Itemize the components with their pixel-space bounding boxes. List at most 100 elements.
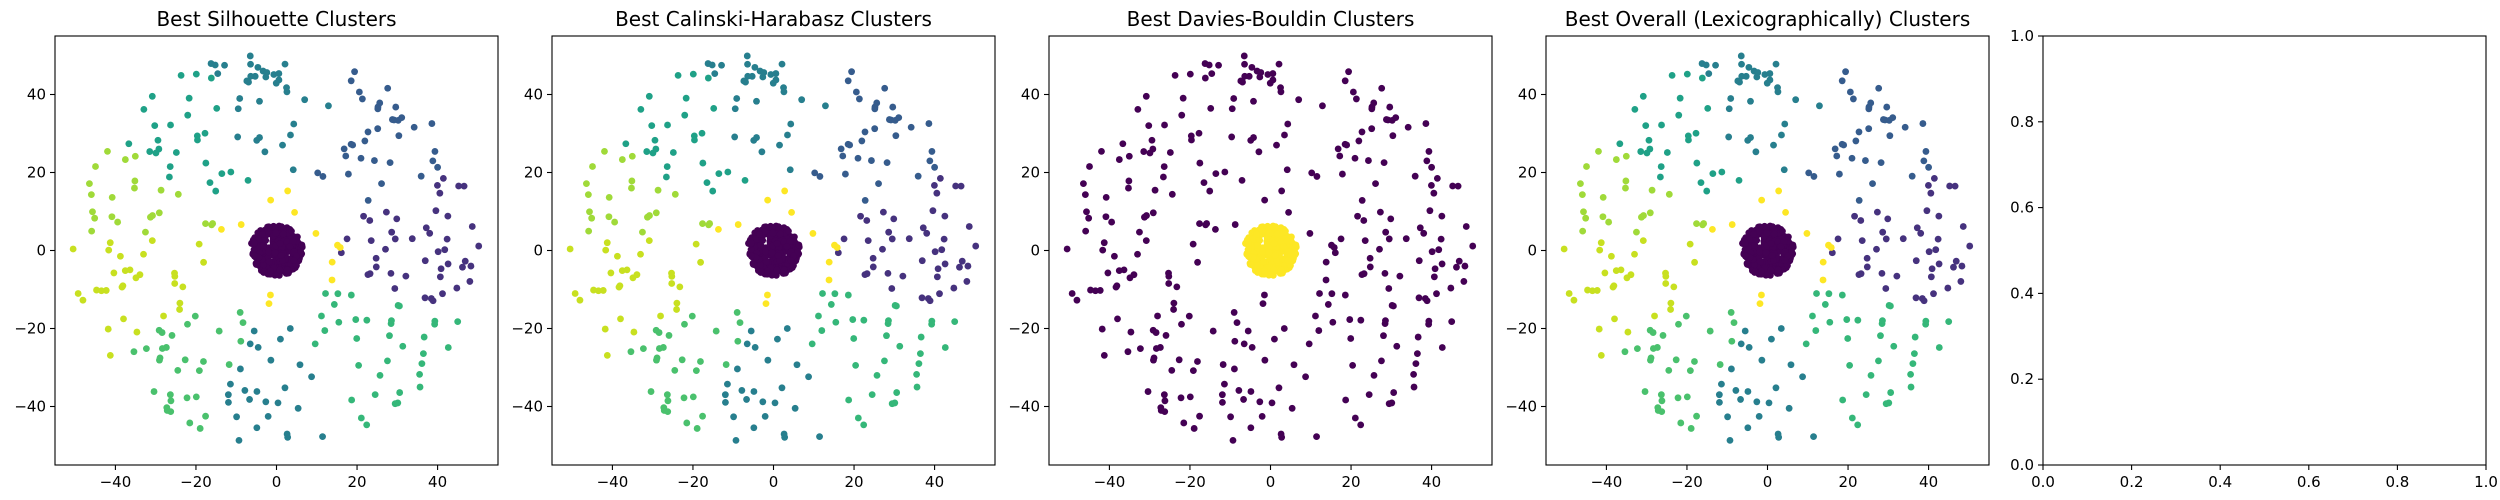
scatter-point bbox=[1883, 103, 1891, 111]
scatter-point bbox=[263, 69, 271, 76]
scatter-point bbox=[654, 186, 662, 194]
scatter-point bbox=[1288, 404, 1296, 412]
scatter-point bbox=[1227, 413, 1234, 421]
y-tick-label: 20 bbox=[1021, 164, 1040, 182]
scatter-point bbox=[1909, 360, 1917, 368]
scatter-point bbox=[420, 333, 428, 341]
scatter-point bbox=[744, 60, 751, 68]
scatter-point bbox=[298, 241, 306, 249]
scatter-point bbox=[1151, 186, 1159, 194]
scatter-point bbox=[1382, 317, 1389, 324]
scatter-point bbox=[1073, 296, 1081, 304]
scatter-point bbox=[831, 241, 838, 249]
scatter-point bbox=[1280, 243, 1288, 250]
scatter-point bbox=[1170, 306, 1177, 313]
scatter-point bbox=[630, 328, 638, 336]
scatter-point bbox=[795, 241, 803, 249]
scatter-point bbox=[784, 131, 791, 139]
scatter-point bbox=[1646, 209, 1654, 217]
scatter-point bbox=[281, 384, 289, 392]
scatter-point bbox=[1134, 105, 1142, 113]
scatter-point bbox=[1873, 208, 1881, 216]
scatter-point bbox=[1601, 269, 1609, 277]
scatter-point bbox=[879, 208, 887, 216]
scatter-point bbox=[1366, 254, 1374, 262]
scatter-point bbox=[1381, 269, 1389, 277]
scatter-point bbox=[1277, 88, 1285, 96]
scatter-point bbox=[1389, 132, 1397, 140]
scatter-point bbox=[1782, 208, 1789, 216]
scatter-point bbox=[1270, 240, 1278, 248]
scatter-point bbox=[1691, 358, 1698, 365]
x-tick-label: −20 bbox=[677, 473, 709, 491]
scatter-point bbox=[1284, 120, 1292, 128]
scatter-point bbox=[772, 70, 780, 77]
scatter-point bbox=[1674, 394, 1682, 402]
scatter-point bbox=[1724, 413, 1731, 421]
scatter-point bbox=[756, 261, 764, 269]
scatter-point bbox=[704, 74, 712, 82]
scatter-point bbox=[374, 125, 382, 133]
scatter-point bbox=[1171, 71, 1179, 79]
scatter-point bbox=[680, 394, 688, 402]
x-tick-label: 20 bbox=[347, 473, 366, 491]
scatter-point bbox=[1275, 60, 1283, 68]
scatter-point bbox=[873, 371, 881, 379]
scatter-point bbox=[1706, 327, 1714, 335]
scatter-point bbox=[1250, 97, 1257, 105]
scatter-point bbox=[361, 137, 369, 145]
scatter-point bbox=[1667, 306, 1674, 313]
scatter-point bbox=[1693, 159, 1701, 167]
scatter-point bbox=[1812, 327, 1820, 334]
scatter-point bbox=[697, 258, 704, 266]
scatter-point bbox=[941, 344, 949, 351]
scatter-point bbox=[1647, 356, 1654, 364]
scatter-point bbox=[267, 291, 274, 299]
scatter-point bbox=[808, 340, 816, 348]
scatter-point bbox=[1404, 123, 1412, 131]
scatter-point bbox=[1928, 265, 1936, 273]
scatter-point bbox=[281, 60, 289, 68]
scatter-point bbox=[926, 297, 934, 305]
scatter-point bbox=[698, 129, 706, 137]
scatter-point bbox=[74, 290, 82, 297]
scatter-point bbox=[768, 249, 776, 257]
scatter-point bbox=[753, 97, 760, 105]
scatter-point bbox=[668, 273, 676, 280]
scatter-point bbox=[965, 223, 973, 230]
scatter-point bbox=[655, 345, 663, 352]
scatter-point bbox=[1149, 209, 1157, 217]
scatter-point bbox=[1098, 325, 1106, 333]
scatter-point bbox=[1887, 389, 1895, 396]
scatter-point bbox=[1425, 317, 1433, 325]
scatter-point bbox=[1248, 343, 1256, 351]
scatter-point bbox=[1828, 249, 1836, 257]
scatter-point bbox=[1774, 430, 1782, 438]
scatter-point bbox=[761, 227, 769, 235]
scatter-point bbox=[1277, 266, 1285, 274]
scatter-point bbox=[1258, 227, 1266, 235]
axes-frame bbox=[2042, 35, 2487, 466]
scatter-point bbox=[1752, 148, 1760, 156]
scatter-point bbox=[1186, 393, 1194, 401]
scatter-point bbox=[1810, 173, 1818, 180]
scatter-point bbox=[1423, 157, 1431, 165]
scatter-point bbox=[734, 365, 741, 373]
scatter-point bbox=[342, 152, 350, 160]
scatter-point bbox=[1642, 122, 1650, 130]
scatter-point bbox=[1338, 170, 1346, 178]
scatter-point bbox=[706, 220, 714, 227]
scatter-point bbox=[1935, 260, 1943, 268]
scatter-point bbox=[1622, 177, 1630, 185]
scatter-point bbox=[1744, 388, 1752, 395]
scatter-point bbox=[669, 149, 677, 156]
scatter-point bbox=[1414, 333, 1422, 341]
scatter-point bbox=[857, 212, 864, 220]
scatter-point bbox=[1687, 425, 1695, 432]
scatter-point bbox=[869, 263, 877, 271]
scatter-point bbox=[721, 391, 729, 399]
scatter-point bbox=[1231, 337, 1239, 345]
scatter-point bbox=[366, 217, 374, 224]
scatter-point bbox=[1431, 265, 1439, 273]
scatter-point bbox=[931, 181, 938, 189]
